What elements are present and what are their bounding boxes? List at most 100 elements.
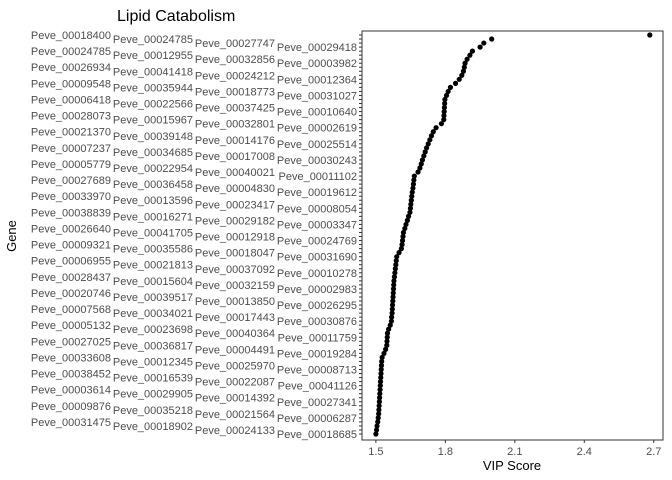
y-tick-label: Peve_00031475 xyxy=(31,417,111,429)
data-point xyxy=(384,338,390,344)
data-point xyxy=(378,370,384,377)
y-tick-label: Peve_00026934 xyxy=(31,62,111,74)
data-point xyxy=(373,427,380,433)
y-tick-label: Peve_00005779 xyxy=(31,159,111,171)
y-tick-label: Peve_00010640 xyxy=(277,107,357,119)
y-tick-label: Peve_00012918 xyxy=(195,232,275,244)
data-point xyxy=(477,44,483,50)
y-tick-label: Peve_00024212 xyxy=(195,70,275,82)
y-tick-label: Peve_00038839 xyxy=(31,207,111,219)
data-point xyxy=(394,254,400,260)
data-point xyxy=(427,137,433,143)
data-point xyxy=(390,286,397,292)
data-point xyxy=(403,221,409,228)
y-tick-label: Peve_00041705 xyxy=(113,227,193,239)
data-point xyxy=(398,246,404,252)
y-tick-label: Peve_00027689 xyxy=(31,175,111,187)
y-tick-label: Peve_00008054 xyxy=(277,203,357,215)
data-point xyxy=(399,237,406,244)
y-tick-label: Peve_00032856 xyxy=(195,54,275,66)
data-point xyxy=(376,395,383,401)
y-tick-label: Peve_00012345 xyxy=(113,356,193,368)
y-tick-label: Peve_00018902 xyxy=(113,421,193,433)
y-tick-label: Peve_00016539 xyxy=(113,373,193,385)
y-tick-label: Peve_00022954 xyxy=(113,163,193,175)
y-tick-label: Peve_00007568 xyxy=(31,304,111,316)
data-point xyxy=(464,56,470,62)
y-tick-label: Peve_00027341 xyxy=(277,397,357,409)
data-point xyxy=(384,334,390,340)
y-tick-label: Peve_00037092 xyxy=(195,264,275,276)
y-tick-label: Peve_00024133 xyxy=(195,425,275,437)
data-point xyxy=(469,48,476,54)
data-point xyxy=(391,274,398,280)
data-point xyxy=(379,358,385,365)
data-point xyxy=(407,209,413,215)
y-tick-label: Peve_00036817 xyxy=(113,340,193,352)
data-point xyxy=(417,165,423,171)
y-tick-label: Peve_00003614 xyxy=(31,385,111,397)
data-point xyxy=(404,217,410,223)
data-point xyxy=(422,149,428,155)
data-point xyxy=(391,282,397,288)
y-tick-label: Peve_00026640 xyxy=(31,223,111,235)
data-point xyxy=(378,366,384,373)
y-tick-label: Peve_00032801 xyxy=(195,119,275,131)
data-point xyxy=(447,84,454,90)
y-tick-label: Peve_00039517 xyxy=(113,292,193,304)
y-tick-label: Peve_00033608 xyxy=(31,352,111,364)
y-tick-label: Peve_00018773 xyxy=(195,86,275,98)
data-point xyxy=(418,161,424,167)
data-point xyxy=(390,290,396,296)
data-point xyxy=(393,262,399,268)
data-point xyxy=(393,258,399,264)
data-point xyxy=(438,121,445,127)
y-tick-label: Peve_00004830 xyxy=(195,183,275,195)
y-tick-label: Peve_00017008 xyxy=(195,151,275,163)
y-tick-label: Peve_00040021 xyxy=(195,167,275,179)
data-point xyxy=(459,72,465,78)
y-tick-label: Peve_00038452 xyxy=(31,369,111,381)
y-tick-label: Peve_00022566 xyxy=(113,99,193,111)
data-point xyxy=(375,415,381,421)
data-point xyxy=(407,205,413,211)
data-point xyxy=(409,189,415,195)
y-axis-title: Gene xyxy=(4,220,19,252)
y-tick-label: Peve_00018400 xyxy=(31,30,111,42)
y-tick-label: Peve_00030876 xyxy=(277,316,357,328)
data-point xyxy=(647,32,653,38)
data-point xyxy=(381,350,387,356)
data-point xyxy=(441,117,447,123)
data-point xyxy=(411,177,417,183)
data-point xyxy=(423,145,430,151)
data-point xyxy=(402,225,408,232)
y-tick-label: Peve_00029418 xyxy=(277,42,357,54)
y-tick-label: Peve_00028073 xyxy=(31,111,111,123)
data-point xyxy=(405,213,412,219)
y-tick-label: Peve_00023417 xyxy=(195,199,275,211)
y-tick-label: Peve_00029182 xyxy=(195,215,275,227)
data-point xyxy=(442,100,448,107)
data-point xyxy=(410,185,416,191)
y-tick-label: Peve_00021813 xyxy=(113,260,193,272)
y-tick-label: Peve_00007237 xyxy=(31,143,111,155)
y-tick-label: Peve_00003347 xyxy=(277,219,357,231)
data-point xyxy=(377,383,383,389)
data-point xyxy=(445,88,451,95)
data-point xyxy=(400,229,407,236)
y-tick-label: Peve_00012364 xyxy=(277,74,357,86)
y-tick-label: Peve_00029905 xyxy=(113,389,193,401)
data-point xyxy=(386,326,392,332)
y-tick-label: Peve_00006955 xyxy=(31,256,111,268)
data-point xyxy=(389,306,395,312)
y-tick-label: Peve_00031027 xyxy=(277,90,357,102)
data-point xyxy=(400,233,406,240)
y-tick-label: Peve_00041418 xyxy=(113,66,193,78)
data-point xyxy=(376,411,382,417)
y-tick-label: Peve_00006418 xyxy=(31,94,111,106)
plot-panel xyxy=(361,30,664,441)
data-point xyxy=(419,157,426,163)
data-point xyxy=(390,298,396,304)
data-point xyxy=(378,374,384,381)
y-tick-label: Peve_00010278 xyxy=(277,268,357,280)
